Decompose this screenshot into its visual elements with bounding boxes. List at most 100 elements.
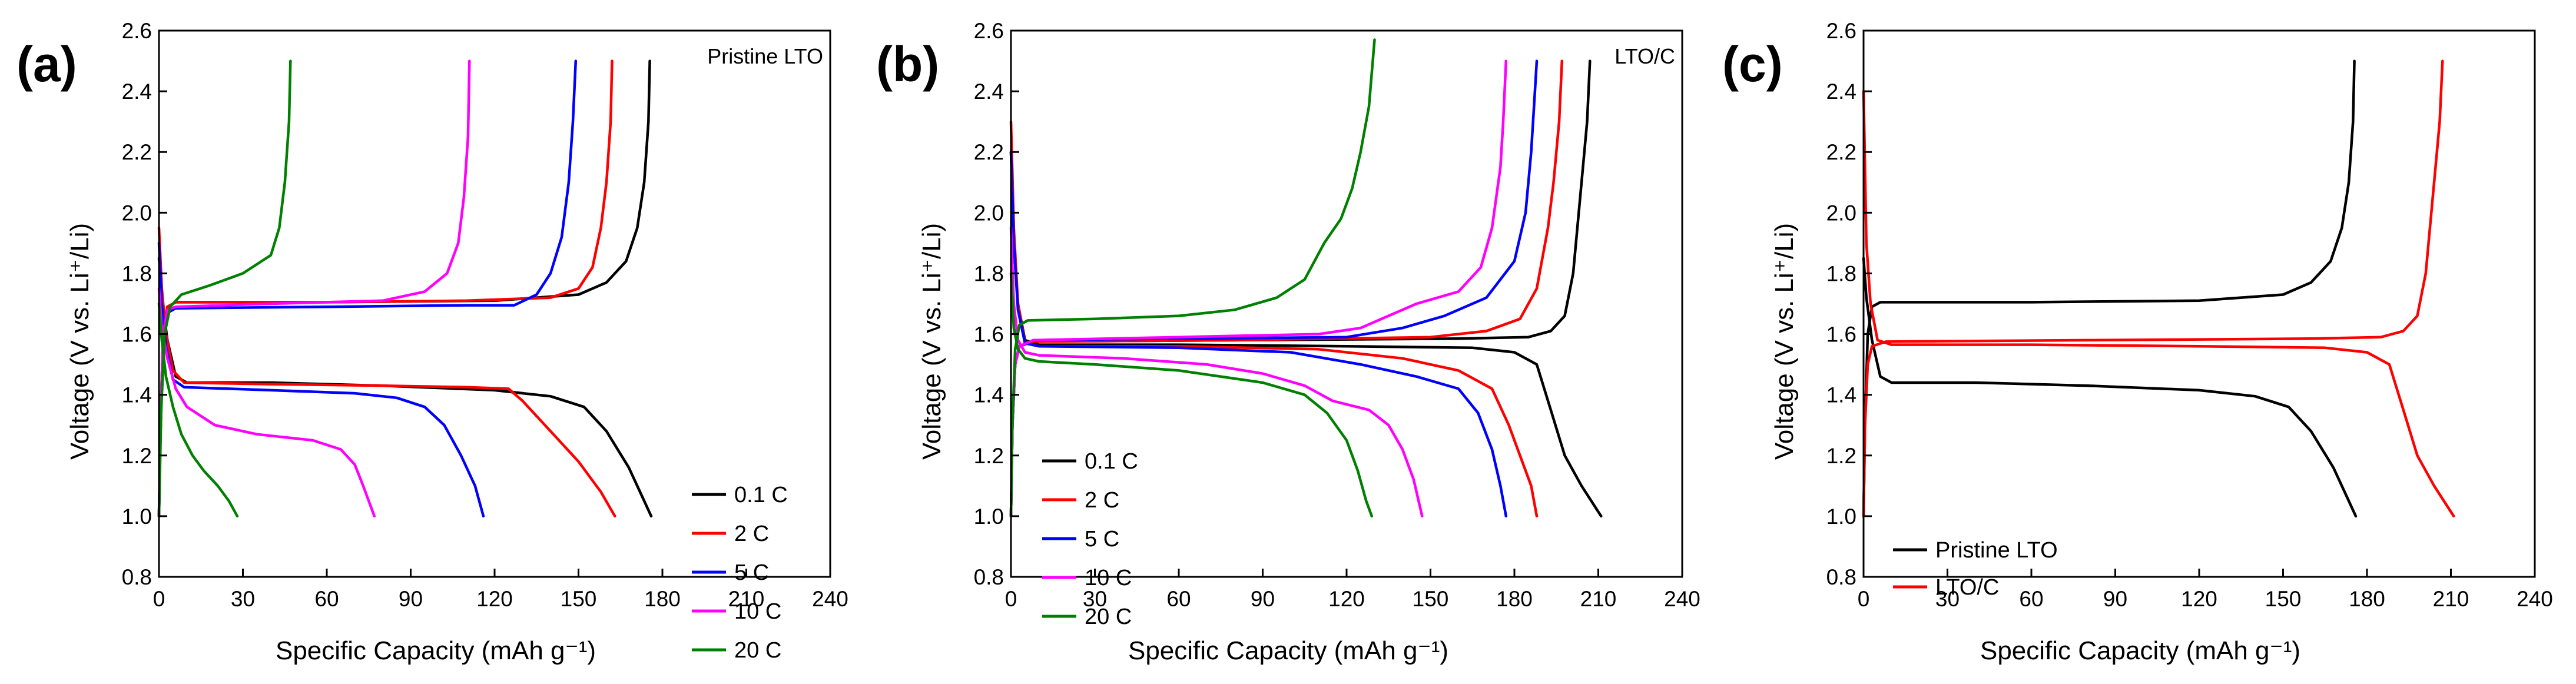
panel-c-series-1-discharge-line <box>1862 89 2455 518</box>
panel-b-legend-label: 20 C <box>1085 605 1132 629</box>
panel-b: (b) Voltage (V vs. Li⁺/Li) Specific Capa… <box>876 19 1700 665</box>
panel-b-y-axis-label: Voltage (V vs. Li⁺/Li) <box>917 223 946 460</box>
panel-b-legend-label: 2 C <box>1085 488 1119 513</box>
panel-a-y-tick-label: 0.8 <box>122 565 152 589</box>
panel-a-x-tick-label: 90 <box>399 587 423 611</box>
panel-b-y-tick-label: 1.8 <box>974 261 1004 285</box>
panel-a-y-tick-label: 2.4 <box>122 79 152 104</box>
panel-a-x-tick-label: 120 <box>476 587 513 611</box>
panel-c-legend: Pristine LTO LTO/C <box>1893 538 2058 600</box>
panel-a-x-tick-label: 180 <box>644 587 681 611</box>
panel-b-y-tick-label: 1.2 <box>974 444 1004 468</box>
panel-c-y-tick-label: 2.2 <box>1826 140 1856 164</box>
panel-a-y-tick-label: 1.8 <box>122 261 152 285</box>
panel-a-series-1-discharge-line <box>157 226 616 518</box>
panel-b-y-tick-label: 2.4 <box>974 79 1004 104</box>
panel-c-plot: 0 30 60 90 120 150 180 210 240 0.8 1.0 1.2 1.4 1.6 1.8… <box>1826 19 2553 611</box>
panel-a-legend: 0.1 C 2 C 5 C 10 C 20 C <box>692 483 788 663</box>
panel-b-legend: 0.1 C 2 C 5 C 10 C 20 C <box>1042 449 1138 629</box>
panel-c-y-tick-label: 1.6 <box>1826 323 1856 347</box>
panel-a-y-tick-label: 1.4 <box>122 383 152 407</box>
panel-a-series-1-charge-line <box>157 59 614 518</box>
panel-a-series-2-charge-line <box>157 59 578 518</box>
panel-c-x-tick-label: 210 <box>2433 587 2469 611</box>
panel-b-x-tick-label: 240 <box>1664 587 1700 611</box>
panel-c-x-tick-label: 30 <box>1935 587 1960 611</box>
panel-a-x-tick-label: 60 <box>314 587 339 611</box>
panel-b-series-3-charge-line <box>1009 59 1508 518</box>
panel-b-x-tick-label: 210 <box>1580 587 1617 611</box>
panel-c-y-axis-label: Voltage (V vs. Li⁺/Li) <box>1770 223 1799 460</box>
panel-c-legend-label: Pristine LTO <box>1935 538 2058 563</box>
panel-a-y-tick-label: 2.2 <box>122 140 152 164</box>
panel-c-y-tick-label: 1.2 <box>1826 444 1856 468</box>
panel-c-label: (c) <box>1722 36 1783 92</box>
panel-b-legend-label: 10 C <box>1085 566 1132 590</box>
panel-b-y-tick-label: 2.2 <box>974 140 1004 164</box>
panel-a-plot: 0 30 60 90 120 150 180 210 240 0.8 1.0 1.2 1.4 1.6 1.8… <box>122 19 848 663</box>
panel-a-x-tick-label: 0 <box>153 587 165 611</box>
panel-c-y-tick-label: 2.4 <box>1826 79 1856 104</box>
panel-b-x-tick-label: 150 <box>1413 587 1449 611</box>
panel-b-x-tick-label: 30 <box>1083 587 1107 611</box>
panel-b-x-tick-label: 90 <box>1251 587 1275 611</box>
panel-b-x-tick-label: 120 <box>1328 587 1365 611</box>
panel-c-y-tick-label: 0.8 <box>1826 565 1856 589</box>
panel-b-y-tick-label: 1.0 <box>974 504 1004 529</box>
panel-a-series-3-discharge-line <box>157 287 376 518</box>
panel-b-series-4-charge-line <box>1009 38 1376 518</box>
panel-c-x-tick-label: 120 <box>2181 587 2217 611</box>
panel-c-x-tick-label: 150 <box>2265 587 2302 611</box>
panel-a-y-axis-label: Voltage (V vs. Li⁺/Li) <box>65 223 94 460</box>
panel-c-y-tick-label: 2.0 <box>1826 201 1856 225</box>
panel-b-legend-label: 0.1 C <box>1085 449 1138 474</box>
panel-a-x-axis-label: Specific Capacity (mAh g⁻¹) <box>276 636 596 665</box>
panel-c-plot-frame <box>1862 29 2536 578</box>
panel-b-x-axis-label: Specific Capacity (mAh g⁻¹) <box>1128 636 1448 665</box>
panel-a-x-tick-label: 30 <box>231 587 255 611</box>
panel-b-y-tick-label: 2.0 <box>974 201 1004 225</box>
panel-b-series-4-discharge-line <box>1009 272 1374 518</box>
panel-b-series-2-charge-line <box>1009 59 1539 518</box>
panel-a-x-tick-label: 150 <box>561 587 597 611</box>
panel-a-legend-label: 10 C <box>734 599 781 624</box>
panel-a-y-tick-label: 1.6 <box>122 323 152 347</box>
panel-c-y-tick-label: 1.8 <box>1826 261 1856 285</box>
panel-a-annotation: Pristine LTO <box>707 44 823 68</box>
panel-b-x-tick-label: 180 <box>1496 587 1533 611</box>
panel-a-y-tick-label: 2.0 <box>122 201 152 225</box>
panel-b-x-tick-label: 0 <box>1005 587 1017 611</box>
panel-a-x-tick-label: 240 <box>812 587 848 611</box>
panel-c-legend-label: LTO/C <box>1935 575 1999 600</box>
panel-a-y-tick-label: 1.0 <box>122 504 152 529</box>
panel-c-y-tick-label: 2.6 <box>1826 19 1856 43</box>
panel-b-series-1-charge-line <box>1009 59 1564 518</box>
panel-a: (a) Voltage (V vs. Li⁺/Li) Specific Capa… <box>16 19 848 665</box>
panel-b-x-tick-label: 60 <box>1166 587 1191 611</box>
panel-a-series-4-charge-line <box>157 59 292 518</box>
panel-b-label: (b) <box>876 36 939 92</box>
panel-b-series-3-discharge-line <box>1009 226 1424 518</box>
panel-a-x-tick-label: 210 <box>728 587 765 611</box>
panel-b-y-tick-label: 1.4 <box>974 383 1004 407</box>
panel-b-y-tick-label: 0.8 <box>974 565 1004 589</box>
panel-a-series-4-discharge-line <box>157 302 239 518</box>
panel-a-legend-label: 20 C <box>734 638 781 663</box>
panel-c-x-tick-label: 90 <box>2103 587 2127 611</box>
panel-b-annotation: LTO/C <box>1614 44 1675 68</box>
panel-c: (c) Voltage (V vs. Li⁺/Li) Specific Capa… <box>1722 19 2553 665</box>
panel-c-x-tick-label: 180 <box>2349 587 2385 611</box>
panel-b-y-tick-label: 1.6 <box>974 323 1004 347</box>
panel-a-label: (a) <box>16 36 77 92</box>
panel-a-series-3-charge-line <box>157 59 471 518</box>
panel-c-x-axis-label: Specific Capacity (mAh g⁻¹) <box>1980 636 2300 665</box>
panel-c-x-tick-label: 240 <box>2517 587 2553 611</box>
panel-a-y-tick-label: 2.6 <box>122 19 152 43</box>
panel-c-series-0-charge-line <box>1862 59 2356 518</box>
panel-b-y-tick-label: 2.6 <box>974 19 1004 43</box>
panel-c-x-tick-label: 60 <box>2019 587 2043 611</box>
panel-a-legend-label: 5 C <box>734 560 769 585</box>
panel-a-legend-label: 0.1 C <box>734 483 788 507</box>
panel-b-series-2-discharge-line <box>1009 150 1508 518</box>
